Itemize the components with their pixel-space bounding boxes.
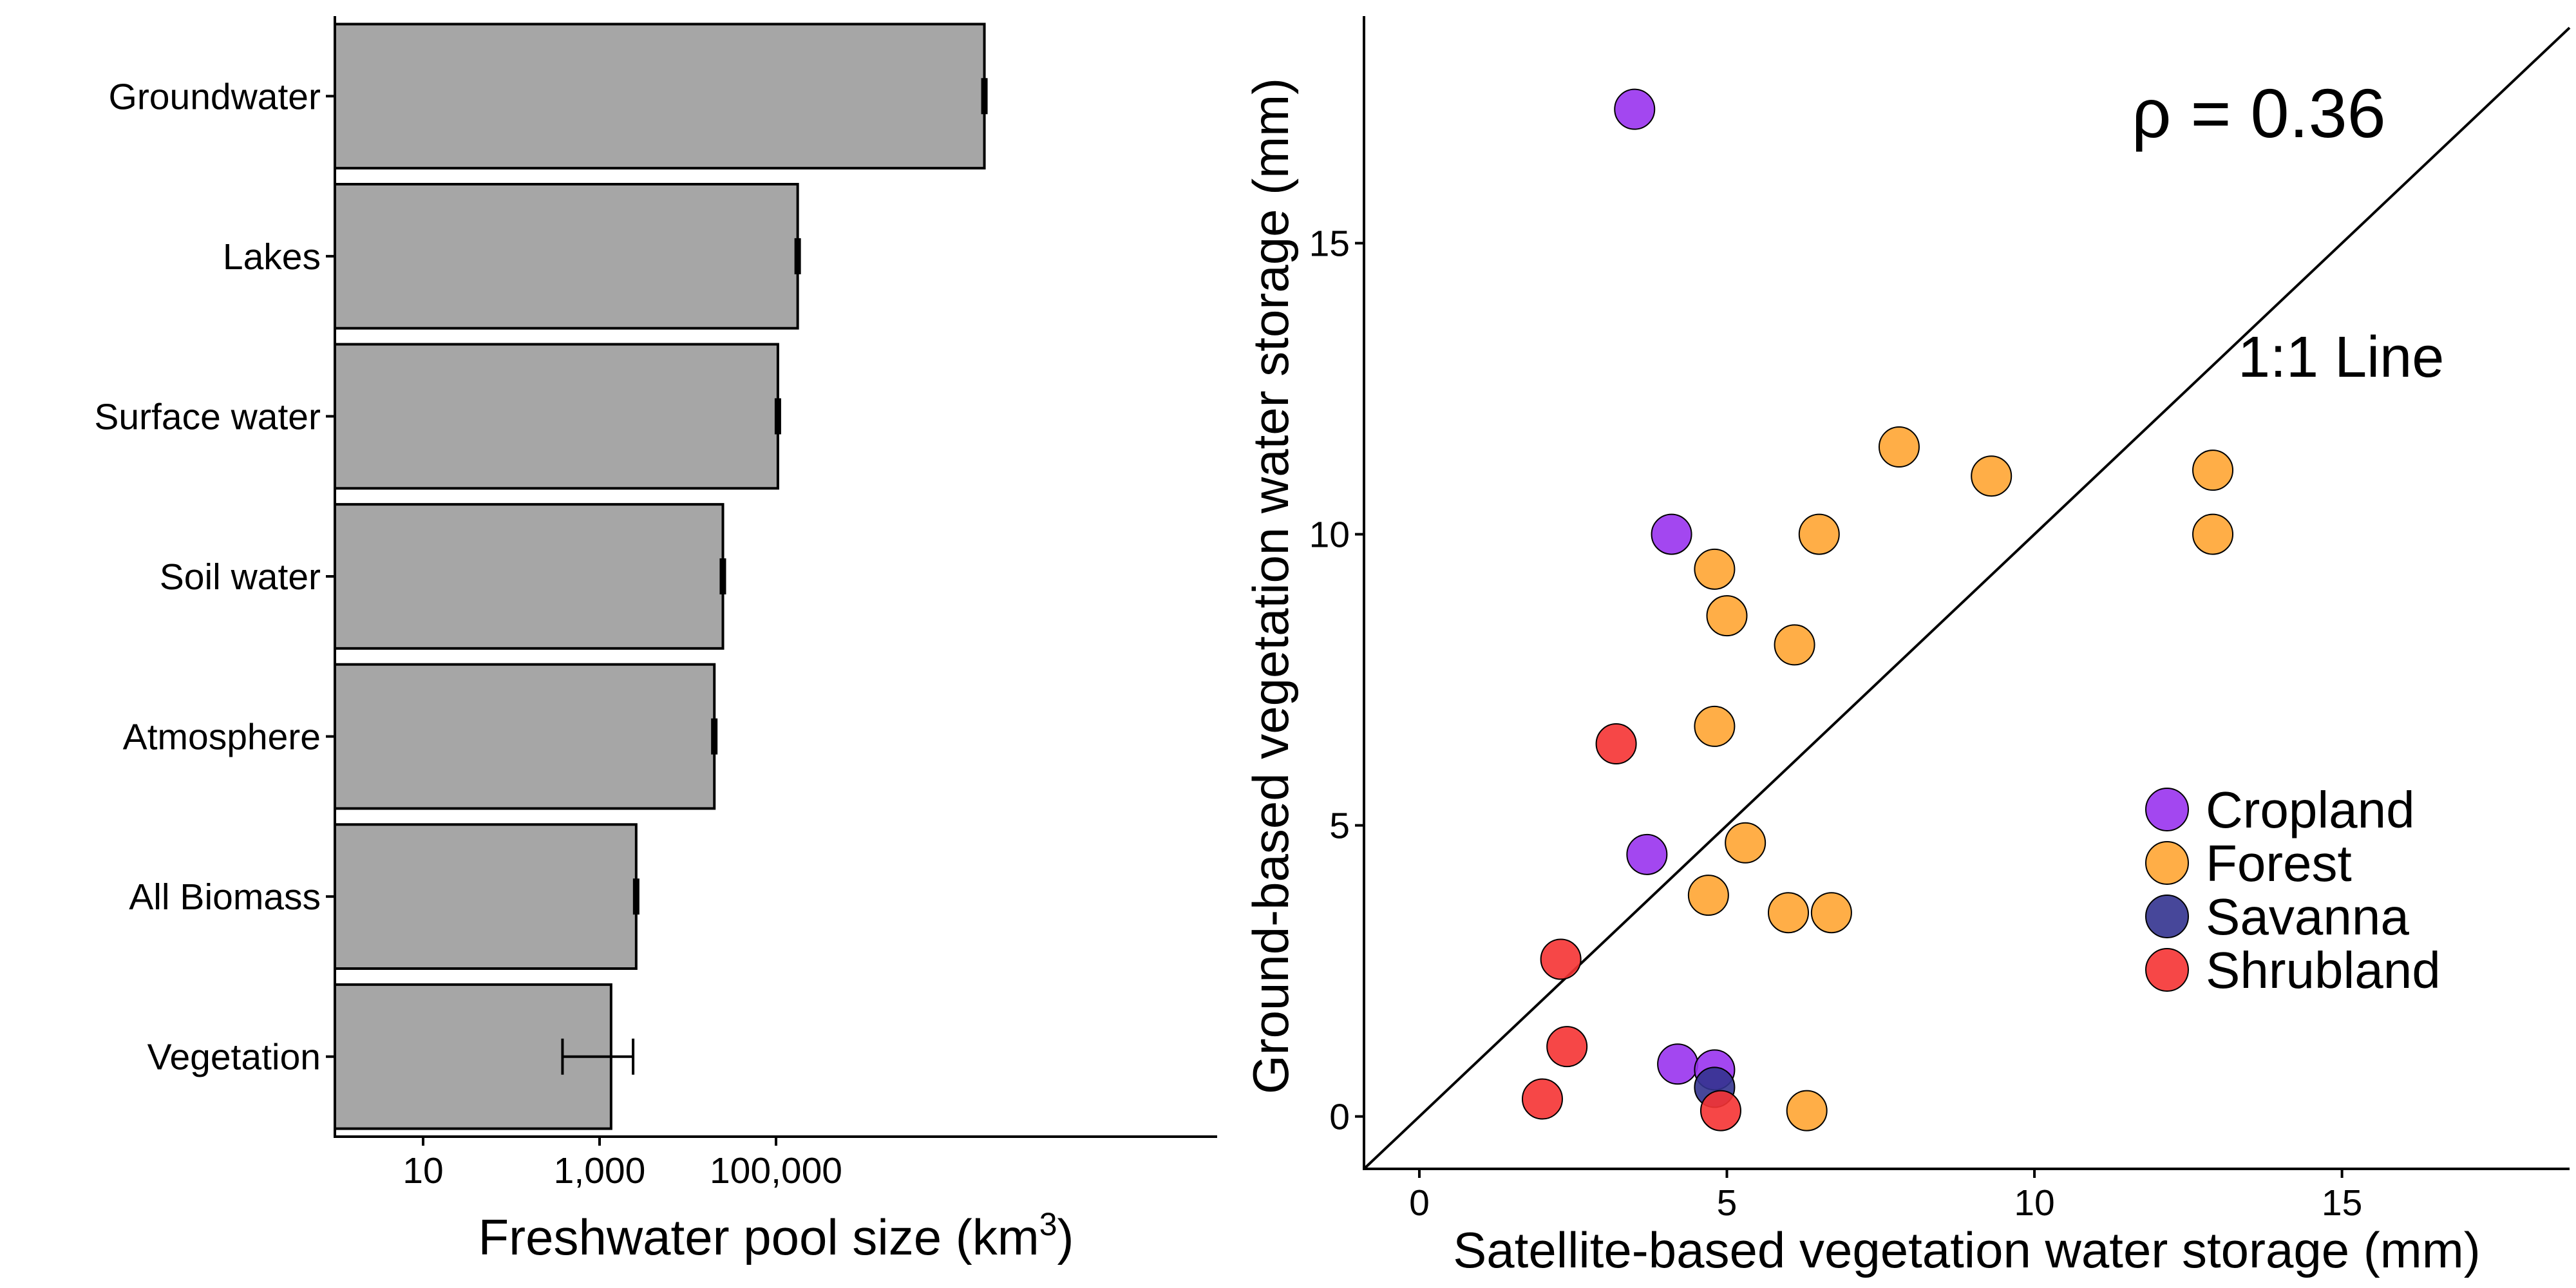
error-bar <box>774 398 781 435</box>
scatter-point-forest <box>1774 624 1815 666</box>
bar-category-label: Atmosphere <box>123 717 321 758</box>
correlation-annotation: ρ = 0.36 <box>2132 74 2386 152</box>
bar <box>334 823 638 971</box>
scatter-x-axis-label: Satellite-based vegetation water storage… <box>1453 1222 2480 1278</box>
scatter-point-forest <box>1786 1090 1828 1132</box>
bar-x-tick-label: 10 <box>402 1150 443 1191</box>
legend-label-forest: Forest <box>2206 835 2352 892</box>
scatter-y-tick-label: 15 <box>1309 223 1350 265</box>
scatter-point-forest <box>1798 513 1840 555</box>
bar-chart: Groundwater Lakes Surface water Soil water A… <box>94 16 1217 1265</box>
scatter-y-tick-label: 0 <box>1329 1097 1350 1138</box>
scatter-point-forest <box>1725 822 1766 864</box>
scatter-point-forest <box>2192 450 2234 491</box>
legend-label-savanna: Savanna <box>2206 888 2409 945</box>
scatter-point-forest <box>1768 892 1810 934</box>
bar <box>334 343 779 490</box>
scatter-y-tick-label: 10 <box>1309 515 1350 556</box>
scatter-point-shrubland <box>1521 1078 1563 1120</box>
legend-label-cropland: Cropland <box>2206 781 2415 838</box>
scatter-point-forest <box>2192 513 2234 555</box>
scatter-point-forest <box>1971 455 2012 497</box>
bar <box>334 23 986 170</box>
legend-swatch-cropland <box>2145 788 2189 831</box>
scatter-point-forest <box>1810 892 1852 934</box>
one-to-one-line-label: 1:1 Line <box>2238 325 2444 390</box>
bar <box>334 503 724 650</box>
scatter-point-shrubland <box>1700 1090 1741 1132</box>
legend-swatch-shrubland <box>2145 948 2189 992</box>
error-bar <box>711 718 718 755</box>
error-bar <box>981 78 988 115</box>
scatter-point-forest <box>1694 705 1736 747</box>
bar-x-tick-label: 1,000 <box>554 1150 646 1191</box>
bar <box>334 183 799 330</box>
scatter-point-cropland <box>1626 833 1668 875</box>
scatter-point-forest <box>1694 548 1736 590</box>
scatter-x-tick-label: 0 <box>1409 1182 1430 1224</box>
scatter-y-tick-label: 5 <box>1329 806 1350 847</box>
bar-x-axis-label: Freshwater pool size (km3) <box>478 1206 1074 1265</box>
scatter-x-tick-label: 10 <box>2014 1182 2054 1224</box>
scatter-point-cropland <box>1657 1043 1699 1085</box>
bar-x-tick-label: 100,000 <box>710 1150 842 1191</box>
bar-category-label: Vegetation <box>147 1037 321 1078</box>
scatter-point-cropland <box>1651 513 1692 555</box>
legend-swatch-forest <box>2145 841 2189 885</box>
bar-category-label: Soil water <box>160 556 321 598</box>
bar-category-label: Lakes <box>223 236 321 278</box>
legend-label-shrubland: Shrubland <box>2206 942 2441 999</box>
legend-swatch-savanna <box>2145 895 2189 938</box>
scatter-y-axis-label: Ground-based vegetation water storage (m… <box>1242 78 1299 1094</box>
bar-category-label: Groundwater <box>108 76 321 117</box>
error-bar <box>794 238 801 274</box>
scatter-point-cropland <box>1614 88 1656 130</box>
error-bar <box>719 558 726 594</box>
scatter-x-tick-label: 5 <box>1717 1182 1738 1224</box>
error-bar <box>632 878 639 915</box>
scatter-x-tick-label: 15 <box>2322 1182 2362 1224</box>
scatter-point-shrubland <box>1546 1026 1588 1068</box>
scatter-point-shrubland <box>1595 723 1637 765</box>
bar-category-label: All Biomass <box>129 876 321 918</box>
bar-category-label: Surface water <box>94 396 321 437</box>
scatter-point-shrubland <box>1540 938 1582 980</box>
scatter-point-forest <box>1687 875 1729 916</box>
scatter-point-forest <box>1878 426 1920 468</box>
scatter-point-forest <box>1706 595 1748 637</box>
bar <box>334 663 716 810</box>
